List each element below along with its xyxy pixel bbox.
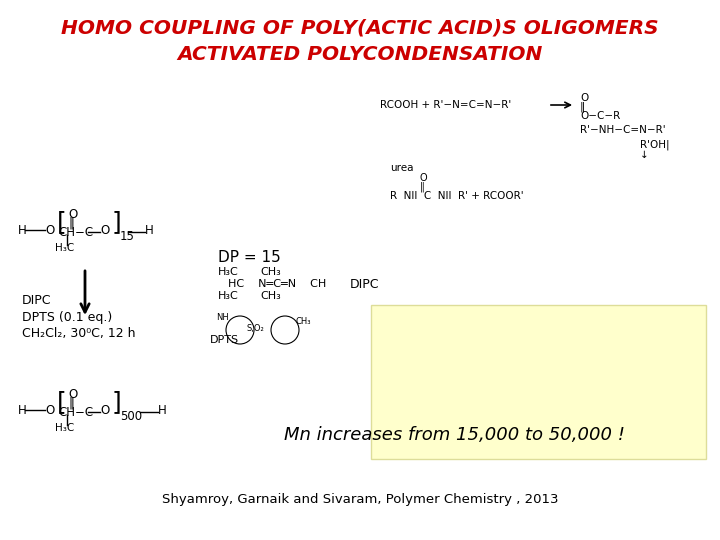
Text: O: O — [68, 388, 77, 402]
Text: O: O — [100, 403, 109, 416]
Text: DIPC: DIPC — [350, 279, 379, 292]
Text: ‖: ‖ — [420, 182, 425, 192]
Text: R'−NH−C=N−R': R'−NH−C=N−R' — [580, 125, 665, 135]
Text: O−C−R: O−C−R — [580, 111, 620, 121]
Text: [: [ — [57, 210, 67, 234]
Text: DIPC: DIPC — [22, 294, 52, 307]
Text: H₃C: H₃C — [218, 267, 239, 277]
Text: R  NII  C  NII  R' + RCOOR': R NII C NII R' + RCOOR' — [390, 191, 523, 201]
Text: DP = 15: DP = 15 — [218, 251, 281, 266]
Text: 500: 500 — [120, 410, 142, 423]
Text: DPTS: DPTS — [210, 335, 239, 345]
Text: Mn increases from 15,000 to 50,000 !: Mn increases from 15,000 to 50,000 ! — [284, 426, 626, 444]
Text: CH₂Cl₂, 30⁰C, 12 h: CH₂Cl₂, 30⁰C, 12 h — [22, 327, 135, 340]
Text: CH₃: CH₃ — [260, 291, 281, 301]
Text: CH−C: CH−C — [58, 226, 93, 239]
Text: 15: 15 — [120, 231, 135, 244]
Text: ]: ] — [112, 390, 122, 414]
Text: H₃C: H₃C — [55, 243, 74, 253]
Text: O: O — [100, 224, 109, 237]
Text: ‖: ‖ — [68, 396, 74, 409]
Text: ↓: ↓ — [640, 150, 649, 160]
Text: H: H — [145, 224, 154, 237]
Text: NH: NH — [216, 314, 229, 322]
Text: CH₃: CH₃ — [260, 267, 281, 277]
Text: O: O — [68, 208, 77, 221]
Text: urea: urea — [390, 163, 413, 173]
Text: ‖: ‖ — [580, 102, 585, 112]
Text: H: H — [158, 403, 167, 416]
Text: O: O — [45, 403, 54, 416]
Text: H: H — [18, 224, 27, 237]
Text: H₃C: H₃C — [218, 291, 239, 301]
Text: S,O₂: S,O₂ — [246, 323, 264, 333]
Text: H: H — [18, 403, 27, 416]
FancyBboxPatch shape — [371, 305, 706, 459]
Text: HOMO COUPLING OF POLY(ACTIC ACID)S OLIGOMERS: HOMO COUPLING OF POLY(ACTIC ACID)S OLIGO… — [61, 18, 659, 37]
Text: CH−C: CH−C — [58, 406, 93, 419]
Text: O: O — [580, 93, 588, 103]
Text: R'OH|: R'OH| — [640, 140, 670, 150]
Text: Shyamroy, Garnaik and Sivaram, Polymer Chemistry , 2013: Shyamroy, Garnaik and Sivaram, Polymer C… — [162, 493, 558, 506]
Text: CH₃: CH₃ — [296, 318, 312, 327]
Text: DPTS (0.1 eq.): DPTS (0.1 eq.) — [22, 312, 112, 325]
Text: H₃C: H₃C — [55, 423, 74, 433]
Text: ACTIVATED POLYCONDENSATION: ACTIVATED POLYCONDENSATION — [177, 45, 543, 64]
Text: [: [ — [57, 390, 67, 414]
Text: O: O — [45, 224, 54, 237]
Text: HC    N═C═N    CH: HC N═C═N CH — [228, 279, 326, 289]
Text: ‖: ‖ — [68, 217, 74, 230]
Text: ]: ] — [112, 210, 122, 234]
Text: RCOOH + R'−N=C=N−R': RCOOH + R'−N=C=N−R' — [380, 100, 511, 110]
Text: O: O — [420, 173, 428, 183]
